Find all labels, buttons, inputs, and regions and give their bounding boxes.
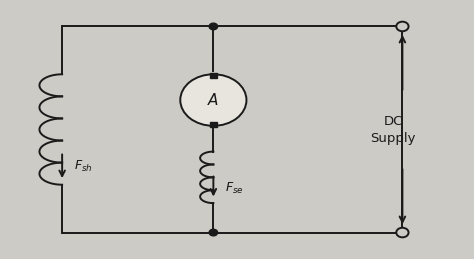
Circle shape [396, 22, 409, 31]
Bar [210, 73, 217, 78]
Circle shape [209, 23, 218, 30]
Bar [210, 122, 217, 127]
Circle shape [396, 228, 409, 237]
Text: DC
Supply: DC Supply [370, 114, 416, 145]
Text: $F_{sh}$: $F_{sh}$ [74, 159, 92, 174]
Circle shape [209, 229, 218, 236]
Text: A: A [208, 92, 219, 107]
Circle shape [180, 74, 246, 126]
Text: $F_{se}$: $F_{se}$ [225, 181, 244, 196]
